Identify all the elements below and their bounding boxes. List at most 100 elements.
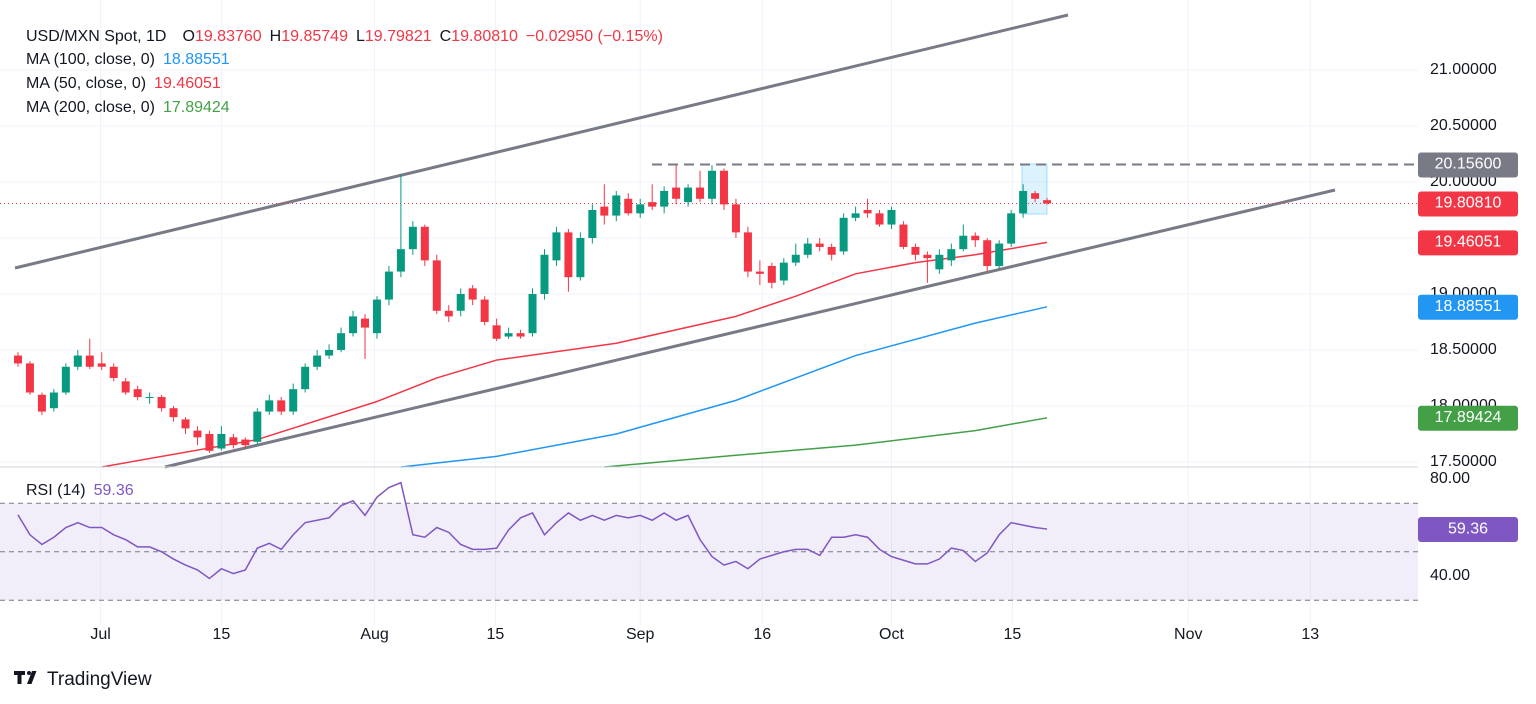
candle-body <box>468 288 477 300</box>
channel-lower <box>164 188 1336 469</box>
candle-body <box>492 325 501 339</box>
symbol-title: USD/MXN Spot, 1D <box>26 28 166 45</box>
ohlc-label: H <box>270 28 282 45</box>
candle-body <box>49 392 58 409</box>
candle-body <box>109 366 118 378</box>
candle-body <box>755 271 764 274</box>
candle-body <box>169 408 178 418</box>
candle-body <box>600 206 609 216</box>
level-tag <box>1418 152 1518 178</box>
indicator-value: 18.88551 <box>163 51 230 68</box>
indicator-name: MA (50, close, 0) <box>26 75 146 92</box>
x-tick-label: Sep <box>626 626 655 643</box>
candle-body <box>37 394 46 412</box>
candle-body <box>456 293 465 311</box>
x-tick-label: Nov <box>1174 626 1202 643</box>
candle-body <box>73 355 82 367</box>
x-tick-label: 15 <box>1003 626 1021 643</box>
rsi-line <box>17 481 1048 580</box>
candle-body <box>528 293 537 334</box>
candle-body <box>265 400 274 412</box>
brand-logo <box>14 671 37 684</box>
indicator-value: 17.89424 <box>163 99 230 116</box>
candle-body <box>660 190 669 207</box>
candle-body <box>827 246 836 255</box>
candle-body <box>157 397 166 409</box>
y-tick-label: 17.50000 <box>1430 453 1497 470</box>
candle-body <box>779 262 788 281</box>
candle-body <box>971 235 980 241</box>
moving-average <box>604 417 1048 468</box>
ohlc-value: 19.85749 <box>281 28 348 45</box>
candle-body <box>133 389 142 398</box>
candle-body <box>983 240 992 266</box>
candle-body <box>995 243 1004 266</box>
rsi-tick-label: 40.00 <box>1430 567 1470 584</box>
candle-body <box>672 187 681 199</box>
candle-body <box>576 237 585 278</box>
level-tag-label: 20.15600 <box>1435 156 1502 173</box>
candle-body <box>313 355 322 367</box>
ma-tag <box>1418 294 1518 320</box>
candle-body <box>85 355 94 367</box>
rsi-tag-label: 59.36 <box>1448 520 1488 537</box>
ma-tag-label: 17.89424 <box>1435 409 1502 426</box>
candle-body <box>181 419 190 429</box>
candle-body <box>1043 200 1052 204</box>
candle-body <box>301 366 310 390</box>
channel-upper <box>14 13 1069 270</box>
candle-body <box>277 400 286 412</box>
candle-body <box>145 397 154 399</box>
candle-body <box>923 254 932 259</box>
candle-body <box>229 437 238 446</box>
last-price-tag <box>1418 191 1518 217</box>
candle-body <box>205 433 214 451</box>
x-tick-label: 16 <box>753 626 771 643</box>
candle-body <box>1007 213 1016 244</box>
candle-body <box>372 299 381 334</box>
candle-body <box>624 198 633 214</box>
candle-body <box>767 265 776 283</box>
ma-tag-label: 19.46051 <box>1435 234 1502 251</box>
candle-body <box>588 209 597 238</box>
y-tick-label: 20.50000 <box>1430 117 1497 134</box>
indicator-legend: MA (200, close, 0) 17.89424 <box>26 99 230 116</box>
texts: Jul 15 Aug 15 Sep 16 Oct 15 Nov 13 21.00000 20.5000… <box>26 28 1518 643</box>
y-tick-label: 18.50000 <box>1430 341 1497 358</box>
rsi-value: 59.36 <box>94 482 134 499</box>
candle-body <box>839 217 848 252</box>
ohlc-label: C <box>440 28 452 45</box>
candle-body <box>719 170 728 205</box>
candle-body <box>935 254 944 270</box>
brand-name: TradingView <box>47 669 152 690</box>
rsi-tick-label: 80.00 <box>1430 470 1470 487</box>
ohlc-value: 19.79821 <box>365 28 432 45</box>
candle-body <box>887 209 896 225</box>
x-tick-label: 15 <box>487 626 505 643</box>
ohlc-label: L <box>356 28 365 45</box>
candle-body <box>791 254 800 263</box>
candle-body <box>337 333 346 350</box>
candle-body <box>253 411 262 442</box>
candle-body <box>480 299 489 322</box>
rsi-name: RSI (14) <box>26 482 86 499</box>
candle-body <box>432 260 441 311</box>
candle-body <box>325 349 334 356</box>
x-tick-label: 15 <box>213 626 231 643</box>
x-tick-label: Jul <box>90 626 110 643</box>
rsi-tag <box>1418 517 1518 543</box>
candle-body <box>911 246 920 255</box>
rsi-legend: RSI (14) 59.36 <box>26 482 134 499</box>
candle-body <box>899 224 908 247</box>
candle-body <box>1019 190 1028 214</box>
candle-body <box>97 363 106 367</box>
ma-tag <box>1418 230 1518 256</box>
ohlc-label: O <box>182 28 194 45</box>
candle-body <box>25 363 34 393</box>
candle-body <box>121 381 130 393</box>
candle-body <box>13 355 22 364</box>
candle-body <box>684 187 693 203</box>
candle-body <box>648 202 657 207</box>
candle-body <box>241 439 250 446</box>
candle-body <box>289 389 298 412</box>
